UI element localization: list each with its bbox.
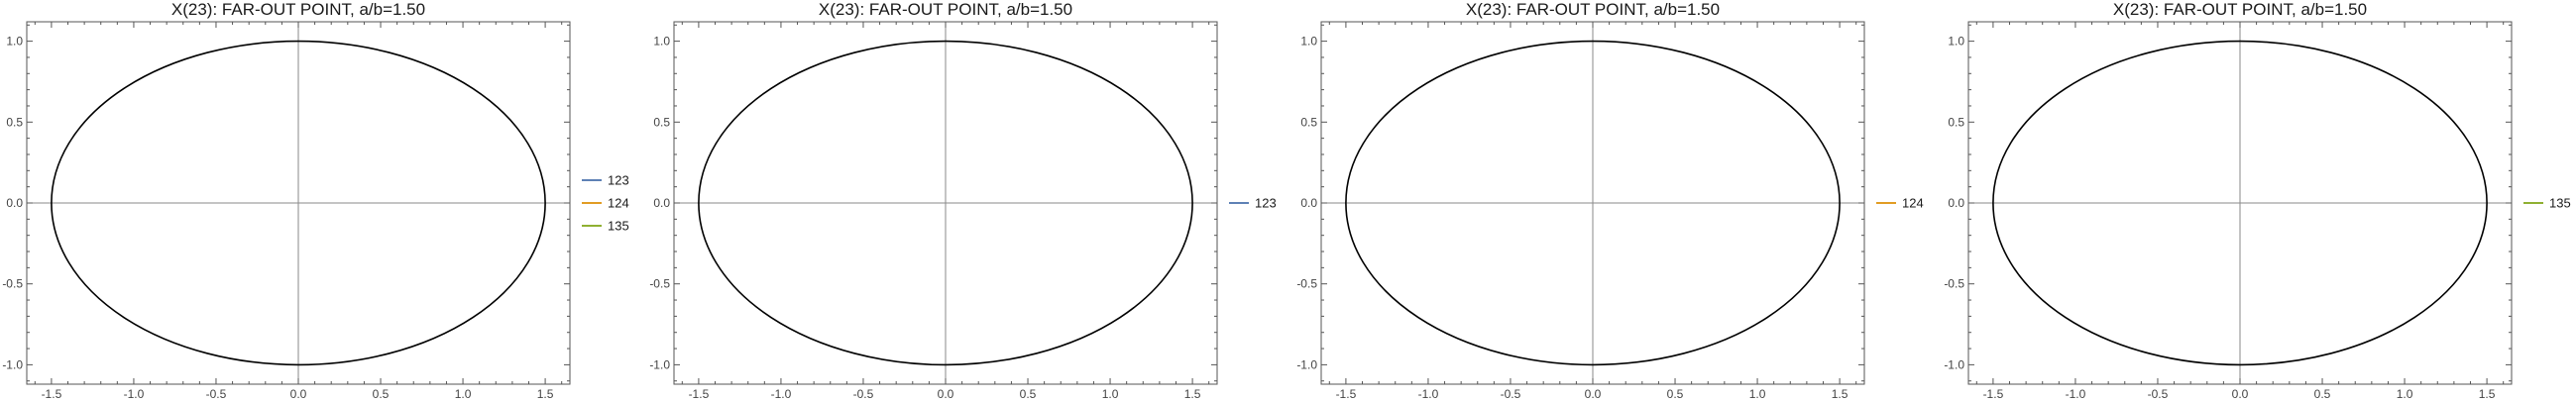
legend-label: 135 [2549,196,2571,211]
x-tick-label: -0.5 [206,387,227,401]
x-tick-label: 1.5 [1832,387,1848,401]
y-tick-label: 0.5 [1948,115,1964,129]
y-tick-label: 1.0 [653,35,670,49]
legend: 135 [2523,196,2571,211]
ellipse-curve [1992,40,2488,366]
x-tick-label: -1.0 [124,387,145,401]
x-tick-label: -1.0 [771,387,792,401]
chart-title: X(23): FAR-OUT POINT, a/b=1.50 [2113,0,2367,19]
x-tick-label: 1.0 [2397,387,2413,401]
legend-label: 124 [1902,196,1924,211]
chart-panel-1: X(23): FAR-OUT POINT, a/b=1.50 -1.5 -1.0 -0… [2,0,628,401]
x-tick-label: 0.5 [373,387,390,401]
y-tick-label: -1.0 [1296,357,1317,371]
y-tick-label: 1.0 [1300,35,1317,49]
chart-title: X(23): FAR-OUT POINT, a/b=1.50 [1466,0,1720,19]
y-tick-label: 1.0 [1948,35,1964,49]
x-tick-label: 1.0 [1749,387,1766,401]
y-tick-label: 0.5 [653,115,670,129]
x-tick-label: 1.0 [455,387,472,401]
legend-label: 123 [1255,196,1277,211]
x-tick-label: 0.0 [938,387,954,401]
y-tick-label: 0.0 [1300,196,1317,210]
x-tick-label: -1.5 [42,387,62,401]
x-tick-label: 1.5 [1184,387,1201,401]
x-tick-label: -0.5 [2148,387,2169,401]
x-tick-label: 1.5 [537,387,554,401]
y-tick-label: -0.5 [1944,277,1964,291]
y-tick-label: -0.5 [1296,277,1317,291]
legend: 123 124 135 [582,173,629,234]
x-tick-label: 0.5 [2314,387,2331,401]
x-tick-label: 1.5 [2479,387,2496,401]
x-tick-label: 0.5 [1020,387,1037,401]
y-tick-label: -0.5 [649,277,670,291]
legend: 123 [1229,196,1277,211]
chart-panel-2: X(23): FAR-OUT POINT, a/b=1.50 -1.5 -1.0 -0… [649,0,1276,401]
x-tick-label: -1.5 [1336,387,1357,401]
y-tick-label: 1.0 [6,35,23,49]
y-tick-label: -1.0 [1944,357,1964,371]
x-tick-label: 0.5 [1667,387,1684,401]
chart-panel-3: X(23): FAR-OUT POINT, a/b=1.50 -1.5 -1.0 -0… [1296,0,1923,401]
x-tick-label: -0.5 [853,387,874,401]
x-tick-label: 0.0 [2232,387,2249,401]
y-tick-label: 0.0 [6,196,23,210]
x-tick-label: -1.0 [2066,387,2086,401]
legend-label: 124 [608,196,629,211]
y-tick-label: 0.5 [1300,115,1317,129]
y-tick-label: -0.5 [2,277,23,291]
legend-label: 135 [608,219,629,234]
x-tick-label: -1.0 [1418,387,1439,401]
x-tick-label: -1.5 [1983,387,2004,401]
x-tick-label: -0.5 [1501,387,1521,401]
chart-panel-4: X(23): FAR-OUT POINT, a/b=1.50 -1.5 -1.0 -0… [1944,0,2570,401]
y-tick-label: 0.0 [1948,196,1964,210]
x-tick-label: 1.0 [1102,387,1119,401]
ellipse-curve [1345,40,1841,366]
ellipse-curve [51,40,546,366]
legend: 124 [1876,196,1924,211]
x-tick-label: 0.0 [290,387,307,401]
y-tick-label: 0.5 [6,115,23,129]
y-tick-label: -1.0 [649,357,670,371]
x-tick-label: 0.0 [1585,387,1602,401]
y-tick-label: -1.0 [2,357,23,371]
chart-title: X(23): FAR-OUT POINT, a/b=1.50 [819,0,1072,19]
ellipse-curve [698,40,1193,366]
chart-title: X(23): FAR-OUT POINT, a/b=1.50 [171,0,425,19]
y-tick-label: 0.0 [653,196,670,210]
x-tick-label: -1.5 [689,387,710,401]
legend-label: 123 [608,173,629,188]
